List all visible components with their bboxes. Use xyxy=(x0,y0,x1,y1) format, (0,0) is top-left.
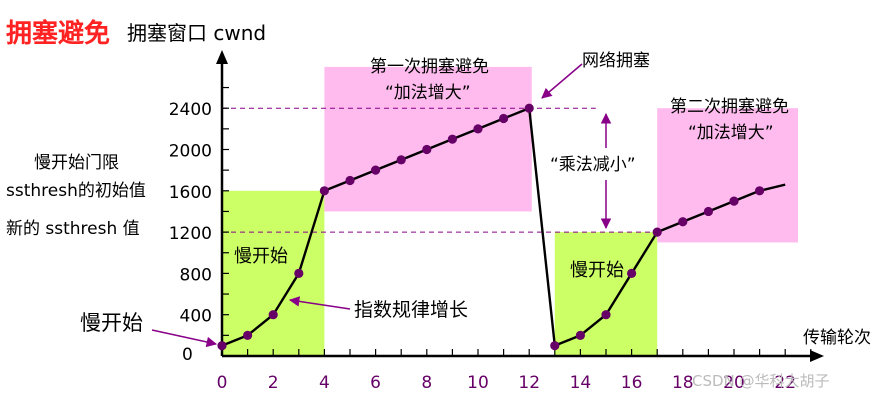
data-point-1 xyxy=(243,330,253,340)
ssthresh-new-label: 新的 ssthresh 值 xyxy=(6,219,140,239)
data-point-2 xyxy=(268,310,278,320)
data-point-20 xyxy=(729,196,739,206)
x-axis-label: 传输轮次 xyxy=(803,328,871,348)
region-label-avoid-2: 第二次拥塞避免 xyxy=(670,97,789,117)
data-point-10 xyxy=(473,124,483,134)
title-emphasis: 拥塞避免 xyxy=(6,18,110,49)
y-ticks: 0 400 800 1200 1600 2000 2400 xyxy=(169,86,229,365)
multiplicative-decrease-label: “乘法减小” xyxy=(550,155,636,175)
region-2 xyxy=(554,232,658,356)
ssthresh-initial-label: 慢开始门限 xyxy=(34,152,119,173)
data-point-11 xyxy=(499,113,509,124)
y-tick-label-0: 0 xyxy=(182,345,193,365)
y-axis-arrowhead xyxy=(216,50,228,64)
ssthresh-initial-label-2: ssthresh的初始值 xyxy=(6,181,146,201)
data-point-13 xyxy=(550,341,560,351)
x-tick-label-8: 8 xyxy=(421,373,432,393)
x-ticks: 0 2 4 6 8 10 12 14 16 18 20 22 xyxy=(217,349,812,393)
x-axis-arrowhead xyxy=(810,350,824,362)
y-tick-label-1600: 1600 xyxy=(169,183,212,203)
x-tick-label-12: 12 xyxy=(518,373,540,393)
region-label-avoid-1-sub: “加法增大” xyxy=(385,83,471,103)
data-point-0 xyxy=(217,341,227,351)
x-tick-label-6: 6 xyxy=(370,373,381,393)
x-tick-label-20: 20 xyxy=(723,373,745,393)
congestion-label: 网络拥塞 xyxy=(582,51,650,71)
y-tick-label-2400: 2400 xyxy=(169,100,212,120)
x-tick-label-10: 10 xyxy=(467,373,489,393)
data-point-5 xyxy=(345,175,355,186)
exponential-growth-label: 指数规律增长 xyxy=(354,299,468,321)
watermark: CSDN @华科大胡子 xyxy=(692,372,830,390)
data-point-21 xyxy=(755,186,765,196)
data-point-16 xyxy=(627,268,637,278)
data-point-18 xyxy=(678,217,688,227)
data-point-15 xyxy=(601,310,611,320)
data-point-8 xyxy=(422,144,432,155)
series-cwnd xyxy=(217,103,786,351)
x-tick-label-2: 2 xyxy=(268,373,279,393)
data-point-4 xyxy=(319,186,329,196)
data-point-14 xyxy=(575,330,586,340)
data-point-3 xyxy=(294,268,304,278)
data-point-12 xyxy=(524,103,534,113)
data-point-17 xyxy=(652,227,662,237)
data-point-7 xyxy=(396,155,406,165)
region-1 xyxy=(324,66,532,212)
region-label-slow-start-1: 慢开始 xyxy=(234,246,288,267)
reference-lines xyxy=(222,107,658,233)
region-label-slow-start-2: 慢开始 xyxy=(570,260,624,281)
region-label-avoid-1: 第一次拥塞避免 xyxy=(370,57,489,77)
x-tick-label-18: 18 xyxy=(672,373,694,393)
slow-start-left-label: 慢开始 xyxy=(80,311,143,335)
data-point-6 xyxy=(371,165,381,175)
x-tick-label-14: 14 xyxy=(570,373,592,393)
x-tick-label-0: 0 xyxy=(217,373,228,393)
x-tick-label-4: 4 xyxy=(319,373,330,393)
x-tick-label-22: 22 xyxy=(774,373,796,393)
y-tick-label-800: 800 xyxy=(180,265,212,285)
congestion-arrow xyxy=(541,63,583,99)
y-tick-label-1200: 1200 xyxy=(169,224,212,244)
data-point-19 xyxy=(703,206,714,217)
x-tick-label-16: 16 xyxy=(621,373,643,393)
slow-start-left-arrow xyxy=(151,329,218,348)
y-tick-label-2000: 2000 xyxy=(169,142,212,162)
region-label-avoid-2-sub: “加法增大” xyxy=(688,123,774,143)
data-point-9 xyxy=(447,134,457,144)
exponential-growth-arrow xyxy=(288,296,351,310)
y-tick-label-400: 400 xyxy=(180,307,212,327)
region-0 xyxy=(222,190,325,356)
y-axis-label: 拥塞窗口 cwnd xyxy=(127,21,266,45)
